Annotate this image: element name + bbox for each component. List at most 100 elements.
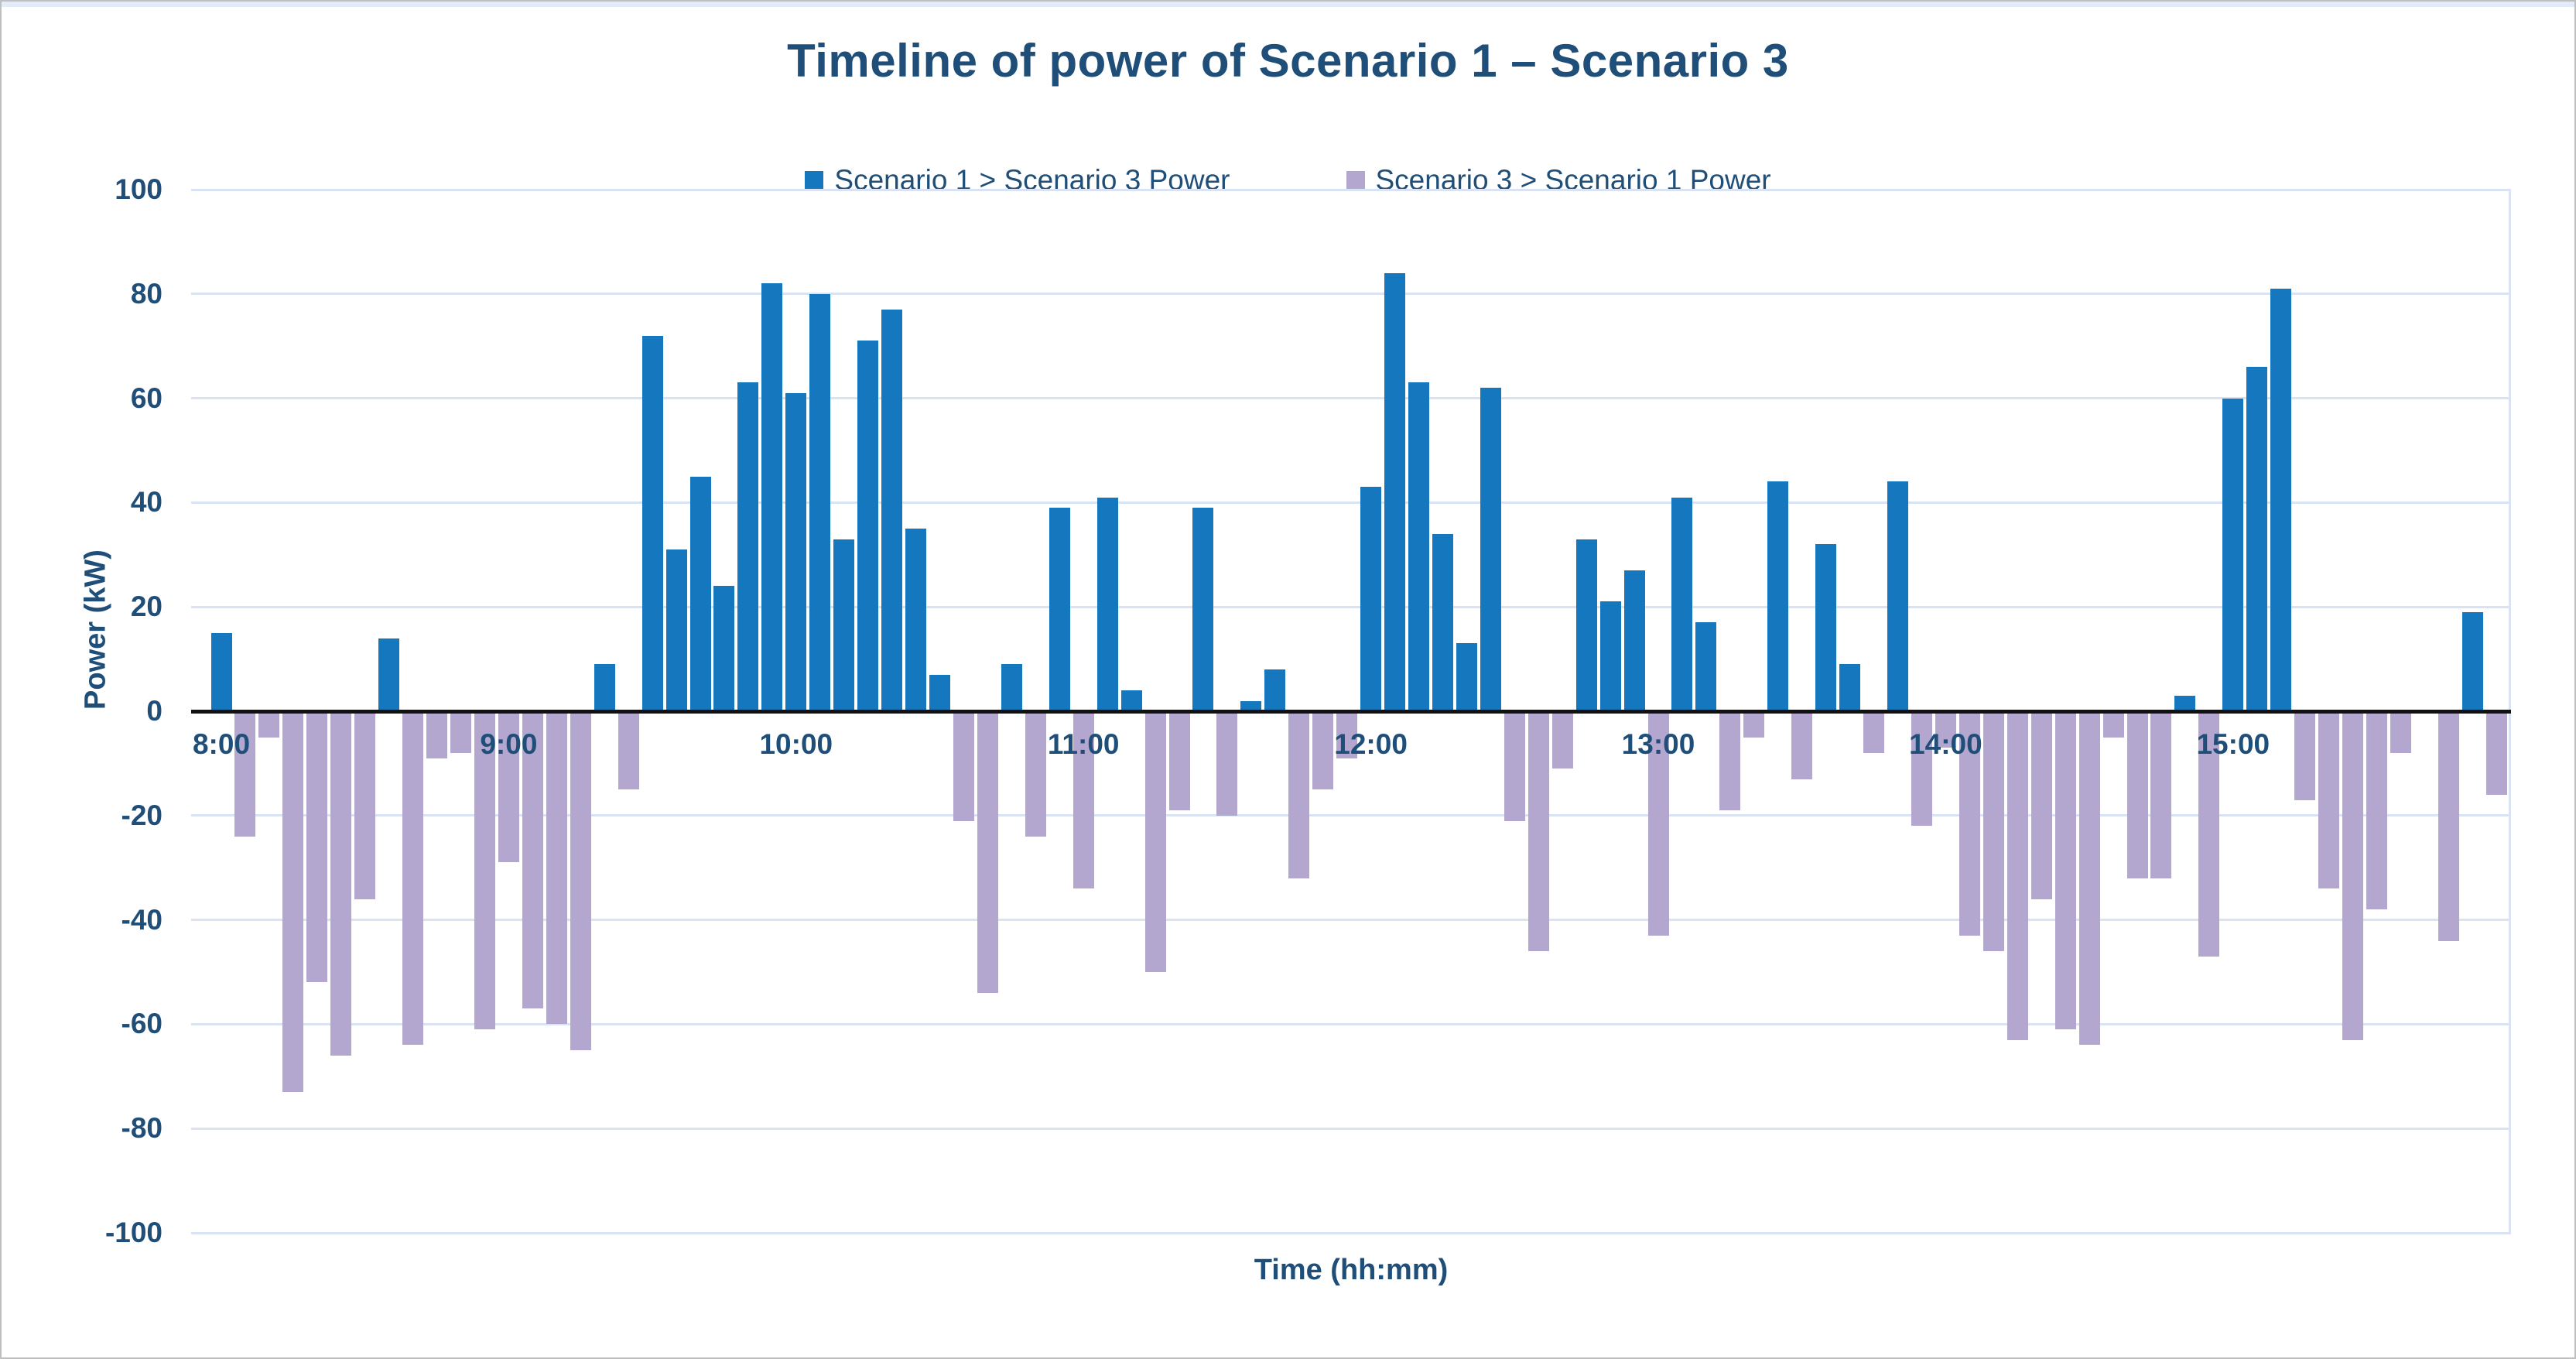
bar-14:10 — [1982, 711, 2004, 952]
y-tick-label: -20 — [121, 799, 162, 831]
bar-12:35 — [1527, 711, 1549, 952]
bar-8:45 — [426, 711, 448, 758]
gridline-40 — [191, 501, 2511, 504]
y-tick-label: -100 — [104, 1217, 162, 1248]
bar-15:05 — [2246, 367, 2268, 711]
bar-15:00 — [2222, 398, 2244, 711]
chart-title: Timeline of power of Scenario 1 – Scenar… — [787, 35, 1789, 87]
bar-8:25 — [330, 711, 352, 1056]
bar-15:55 — [2485, 711, 2507, 795]
bar-10:50 — [1025, 711, 1046, 837]
gridline-20 — [191, 605, 2511, 608]
bar-10:30 — [929, 674, 950, 711]
y-tick-label: 60 — [130, 382, 162, 414]
bar-9:15 — [570, 711, 591, 1051]
bar-13:20 — [1743, 711, 1765, 738]
bar-15:25 — [2342, 711, 2364, 1040]
gridline--80 — [191, 1127, 2511, 1130]
bar-8:15 — [282, 711, 304, 1093]
x-axis-title: Time (hh:mm) — [1254, 1254, 1449, 1286]
bar-11:45 — [1288, 711, 1310, 878]
x-tick-label-8:00: 8:00 — [192, 728, 251, 760]
zero-axis-line — [191, 709, 2511, 714]
bar-8:35 — [378, 638, 400, 711]
y-tick-label: 20 — [130, 590, 162, 623]
bar-9:35 — [665, 549, 687, 711]
plot-area: 8:00 9:00 10:00 11:00 12:00 13:00 14:00 15:00 — [191, 188, 2511, 1234]
bar-10:05 — [809, 293, 831, 711]
x-tick-label-13:00: 13:00 — [1621, 728, 1695, 760]
bar-8:20 — [306, 711, 328, 983]
bar-10:35 — [953, 711, 974, 821]
bar-12:00 — [1360, 487, 1382, 711]
bar-12:30 — [1504, 711, 1525, 821]
bar-10:00 — [785, 392, 807, 711]
bar-14:20 — [2030, 711, 2052, 899]
bar-14:45 — [2150, 711, 2172, 878]
bar-12:05 — [1384, 272, 1406, 711]
bar-11:40 — [1264, 669, 1286, 711]
bar-11:00 — [1072, 711, 1094, 889]
bar-13:25 — [1767, 481, 1789, 711]
bar-13:00 — [1647, 711, 1669, 936]
bar-14:00 — [1935, 711, 1956, 748]
bar-11:15 — [1144, 711, 1166, 972]
y-tick-label: 100 — [115, 173, 162, 205]
bar-8:40 — [402, 711, 424, 1046]
bar-11:25 — [1192, 508, 1214, 711]
bar-8:30 — [354, 711, 376, 899]
bar-14:05 — [1959, 711, 1980, 936]
bar-10:15 — [857, 341, 879, 711]
bar-9:20 — [594, 664, 615, 711]
bar-12:25 — [1480, 388, 1501, 711]
gridline--20 — [191, 814, 2511, 817]
bar-10:20 — [881, 310, 903, 711]
bar-11:05 — [1096, 497, 1118, 711]
y-tick-label: 80 — [130, 277, 162, 310]
x-tick-label-10:00: 10:00 — [759, 728, 833, 760]
bar-14:50 — [2174, 695, 2196, 711]
bar-15:15 — [2294, 711, 2316, 800]
y-tick-label: -40 — [121, 903, 162, 936]
bar-14:30 — [2078, 711, 2100, 1046]
bar-15:20 — [2318, 711, 2340, 889]
bar-9:25 — [617, 711, 639, 790]
x-tick-label-9:00: 9:00 — [480, 728, 538, 760]
bar-11:30 — [1216, 711, 1238, 816]
bar-15:35 — [2390, 711, 2411, 753]
bar-12:15 — [1432, 533, 1453, 711]
bar-12:10 — [1408, 382, 1429, 711]
bar-12:50 — [1599, 601, 1621, 711]
bar-9:50 — [737, 382, 759, 711]
x-tick-label-14:00: 14:00 — [1909, 728, 1982, 760]
bar-13:55 — [1911, 711, 1932, 827]
bar-13:45 — [1863, 711, 1885, 753]
bar-9:45 — [713, 586, 735, 711]
bar-11:55 — [1336, 711, 1358, 758]
bar-13:15 — [1719, 711, 1741, 811]
bar-12:40 — [1551, 711, 1573, 769]
bar-13:40 — [1839, 664, 1861, 711]
legend-swatch-purple-icon — [1346, 171, 1365, 190]
gridline--100 — [191, 1231, 2511, 1234]
y-tick-label: 40 — [130, 486, 162, 519]
bar-9:30 — [641, 335, 663, 711]
bar-15:30 — [2366, 711, 2387, 910]
x-tick-label-15:00: 15:00 — [2196, 728, 2270, 760]
bar-12:20 — [1456, 643, 1477, 711]
bar-9:40 — [689, 476, 711, 711]
bar-8:50 — [450, 711, 471, 753]
bar-8:05 — [234, 711, 256, 837]
gridline--60 — [191, 1022, 2511, 1025]
bar-11:50 — [1312, 711, 1334, 790]
bar-8:55 — [474, 711, 495, 1030]
bar-14:15 — [2006, 711, 2028, 1040]
bar-14:35 — [2102, 711, 2124, 738]
bar-13:10 — [1695, 622, 1717, 711]
bar-13:05 — [1671, 497, 1693, 711]
bar-15:45 — [2437, 711, 2459, 941]
bar-14:40 — [2126, 711, 2148, 878]
bar-15:50 — [2461, 611, 2483, 711]
bar-9:10 — [546, 711, 567, 1025]
bar-11:10 — [1120, 690, 1142, 711]
